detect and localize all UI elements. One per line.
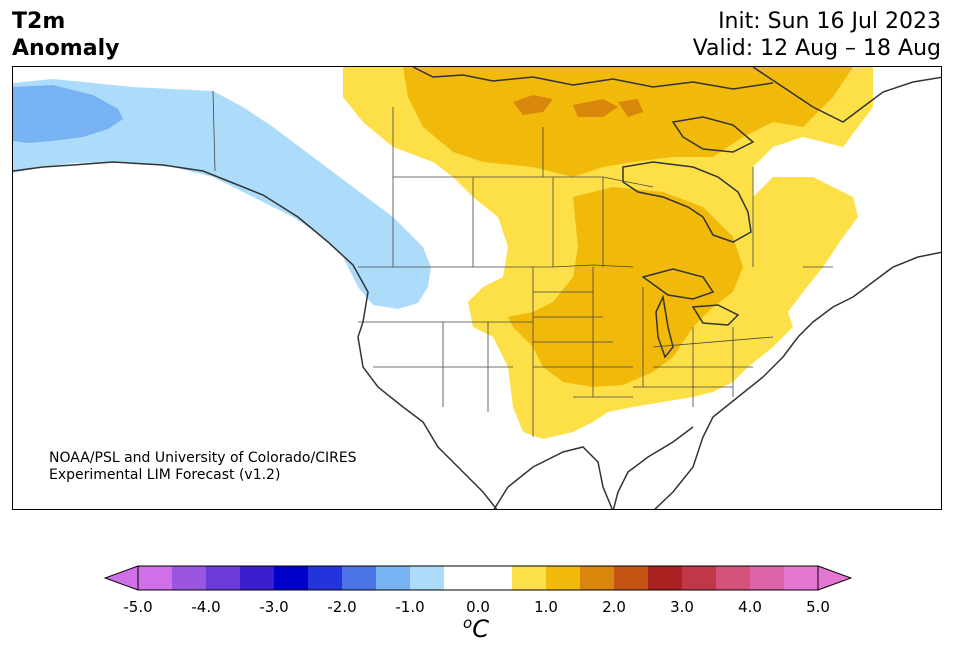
colorbar-tick-label: -1.0 (395, 598, 425, 616)
colorbar-tick-label: -4.0 (191, 598, 221, 616)
colorbar-segment (682, 566, 717, 590)
colorbar-segment (444, 566, 479, 590)
colorbar-outline (137, 565, 819, 591)
colorbar-tick-label: 0.0 (466, 598, 490, 616)
credit-text: NOAA/PSL and University of Colorado/CIRE… (49, 450, 357, 484)
title-line-1: T2m (12, 9, 66, 34)
political-borders (212, 90, 833, 437)
colorbar-segment (648, 566, 683, 590)
colorbar-tick-label: 1.0 (534, 598, 558, 616)
colorbar-svg (103, 565, 853, 591)
colorbar-segment (308, 566, 343, 590)
valid-range: Valid: 12 Aug – 18 Aug (692, 36, 941, 61)
colorbar-segment (274, 566, 309, 590)
colorbar-tick-label: -3.0 (259, 598, 289, 616)
colorbar-tick-label: 5.0 (806, 598, 830, 616)
colorbar-segment (376, 566, 411, 590)
title-line-2: Anomaly (12, 36, 120, 61)
warm-anomaly-strong (513, 95, 643, 117)
colorbar (103, 564, 853, 598)
colorbar-segment (580, 566, 615, 590)
colorbar-segment (716, 566, 751, 590)
forecast-dates: Init: Sun 16 Jul 2023 Valid: 12 Aug – 18… (693, 8, 941, 62)
colorbar-segment (342, 566, 377, 590)
colorbar-unit: oC (463, 614, 489, 643)
credit-line-1: NOAA/PSL and University of Colorado/CIRE… (49, 450, 357, 466)
colorbar-segment (138, 566, 173, 590)
warm-anomaly-mid-north (403, 67, 853, 177)
warm-anomaly-mid-central (508, 187, 743, 387)
map-svg (13, 67, 941, 509)
colorbar-tick-label: -5.0 (123, 598, 153, 616)
unit-superscript: o (463, 614, 473, 632)
colorbar-segment (410, 566, 445, 590)
colorbar-tick-label: 3.0 (670, 598, 694, 616)
cold-anomaly-light (13, 79, 431, 309)
colorbar-segment (784, 566, 819, 590)
colorbar-segment (750, 566, 785, 590)
colorbar-segment (206, 566, 241, 590)
colorbar-segment (614, 566, 649, 590)
colorbar-segment (546, 566, 581, 590)
anomaly-map (12, 66, 942, 510)
coastlines (13, 67, 941, 509)
colorbar-extend-low (103, 565, 139, 591)
colorbar-segment (512, 566, 547, 590)
colorbar-segment (240, 566, 275, 590)
colorbar-tick-label: 4.0 (738, 598, 762, 616)
unit-base: C (472, 615, 489, 643)
cold-anomaly-mid (13, 85, 123, 143)
init-date: Init: Sun 16 Jul 2023 (718, 9, 941, 34)
colorbar-extend-high (817, 565, 853, 591)
colorbar-tick-label: 2.0 (602, 598, 626, 616)
colorbar-segment (478, 566, 513, 590)
colorbar-tick-label: -2.0 (327, 598, 357, 616)
colorbar-segment (172, 566, 207, 590)
map-title: T2m Anomaly (12, 8, 119, 62)
credit-line-2: Experimental LIM Forecast (v1.2) (49, 467, 281, 483)
